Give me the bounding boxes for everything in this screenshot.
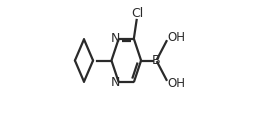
Text: B: B <box>151 54 160 67</box>
Text: Cl: Cl <box>131 7 143 20</box>
Text: OH: OH <box>168 31 186 44</box>
Text: N: N <box>110 76 120 89</box>
Text: OH: OH <box>168 77 186 90</box>
Text: N: N <box>110 32 120 45</box>
